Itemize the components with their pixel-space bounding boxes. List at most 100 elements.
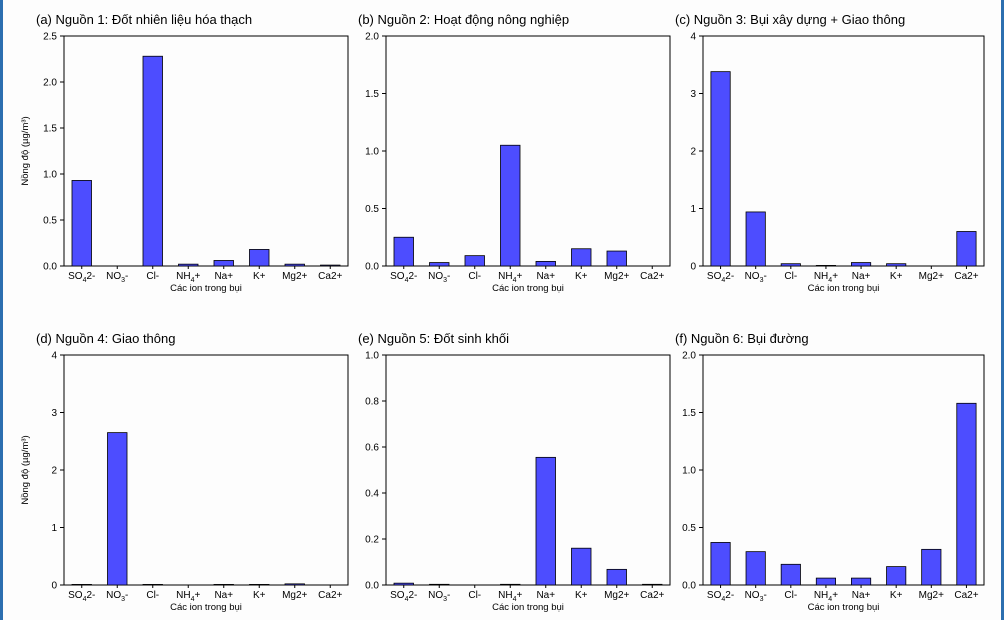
y-tick-label: 2.0 (365, 32, 379, 43)
x-tick-label: Mg2+ (282, 271, 307, 282)
x-tick-label: SO42- (68, 271, 95, 284)
plot-frame (702, 35, 985, 267)
x-tick-label: Na+ (852, 271, 871, 282)
x-tick-label: NH4+ (498, 271, 522, 284)
bar (284, 263, 305, 267)
x-tick-label: SO42- (68, 590, 95, 603)
y-tick-label: 0.2 (365, 535, 379, 546)
bar (71, 584, 92, 586)
y-tick-label: 0.5 (682, 523, 696, 534)
x-tick-label: NO3- (106, 271, 128, 284)
x-tick-label: Ca2+ (640, 590, 664, 601)
x-tick-label: SO42- (390, 271, 417, 284)
bar (956, 402, 977, 586)
bar (606, 568, 627, 586)
plot-frame (385, 35, 671, 267)
x-tick-label: K+ (890, 590, 903, 601)
bar (178, 263, 199, 267)
bar (642, 583, 663, 586)
chart-panel-1: (a) Nguồn 1: Đốt nhiên liệu hóa thạch 0.0… (20, 12, 349, 294)
y-tick-label: 0.0 (365, 262, 379, 273)
y-tick-label: 1 (690, 204, 696, 215)
x-tick-label: NO3- (745, 271, 767, 284)
chart-panel-5: (e) Nguồn 5: Đốt sinh khối 0.0 0.2 0.4 0.6 0.… (358, 331, 671, 613)
bar (571, 547, 592, 586)
y-tick-label: 0 (51, 581, 57, 592)
x-tick-label: K+ (253, 590, 266, 601)
x-tick-label: Na+ (214, 271, 233, 282)
x-tick-label: SO42- (707, 271, 734, 284)
bar (571, 248, 592, 267)
y-tick-label: 2.0 (43, 78, 57, 89)
bar (815, 265, 836, 267)
y-tick-label: 3 (690, 89, 696, 100)
bar (780, 563, 801, 586)
y-tick-label: 1.0 (365, 147, 379, 158)
x-tick-label: Na+ (852, 590, 871, 601)
x-tick-label: K+ (575, 590, 588, 601)
y-tick-label: 1.5 (365, 89, 379, 100)
x-axis-label: Các ion trong bụi (170, 602, 242, 613)
bar (535, 456, 556, 586)
bar (606, 250, 627, 267)
panel-title: (d) Nguồn 4: Giao thông (36, 331, 175, 346)
y-tick-label: 0.4 (365, 489, 379, 500)
bar (429, 262, 450, 267)
bar (213, 260, 234, 267)
x-tick-label: Na+ (214, 590, 233, 601)
x-tick-label: NO3- (428, 271, 450, 284)
plot-frame (63, 35, 349, 267)
panel-title: (e) Nguồn 5: Đốt sinh khối (358, 331, 509, 346)
bar (886, 263, 907, 267)
x-tick-label: Ca2+ (640, 271, 664, 282)
x-tick-label: Na+ (536, 590, 555, 601)
bar (956, 231, 977, 267)
chart-panel-4: (d) Nguồn 4: Giao thông 0 1 2 3 4 SO42- NO3- Cl-… (20, 331, 349, 613)
bar (249, 584, 270, 586)
x-tick-label: Mg2+ (604, 590, 629, 601)
bar (393, 236, 414, 267)
chart-panel-3: (c) Nguồn 3: Bụi xây dựng + Giao thông 0 1… (675, 12, 985, 294)
y-tick-label: 0.0 (682, 581, 696, 592)
y-axis-label: Nồng độ (µg/m³) (20, 116, 31, 185)
y-tick-label: 4 (51, 351, 57, 362)
x-axis-label: Các ion trong bụi (492, 602, 564, 613)
bar (142, 55, 163, 267)
x-axis-label: Các ion trong bụi (808, 283, 880, 294)
x-axis-label: Các ion trong bụi (170, 283, 242, 294)
bar (815, 577, 836, 586)
x-tick-label: Mg2+ (282, 590, 307, 601)
bar (500, 144, 521, 267)
bar (284, 583, 305, 586)
y-tick-label: 0.5 (365, 204, 379, 215)
y-tick-label: 2 (690, 147, 696, 158)
x-tick-label: Mg2+ (919, 271, 944, 282)
x-tick-label: NH4+ (814, 271, 838, 284)
bar (71, 180, 92, 267)
x-tick-label: NH4+ (176, 271, 200, 284)
x-tick-label: Cl- (146, 271, 159, 282)
bar (851, 577, 872, 586)
bar (710, 71, 731, 267)
chart-panel-6: (f) Nguồn 6: Bụi đường 0.0 0.5 1.0 1.5 2.0 SO4… (675, 331, 985, 613)
y-tick-label: 1 (51, 523, 57, 534)
bar (745, 551, 766, 586)
bar (320, 264, 341, 267)
bar (213, 584, 234, 586)
x-tick-label: K+ (890, 271, 903, 282)
x-tick-label: NH4+ (498, 590, 522, 603)
y-tick-label: 1.5 (43, 124, 57, 135)
x-tick-label: Cl- (784, 590, 797, 601)
y-tick-label: 2 (51, 466, 57, 477)
bar (249, 249, 270, 267)
plot-frame (63, 354, 349, 586)
y-tick-label: 2.0 (682, 351, 696, 362)
y-tick-label: 0.8 (365, 397, 379, 408)
x-axis-label: Các ion trong bụi (492, 283, 564, 294)
bar (921, 548, 942, 586)
bar (780, 263, 801, 267)
bar (710, 542, 731, 586)
y-tick-label: 0.5 (43, 216, 57, 227)
x-tick-label: Ca2+ (318, 590, 342, 601)
